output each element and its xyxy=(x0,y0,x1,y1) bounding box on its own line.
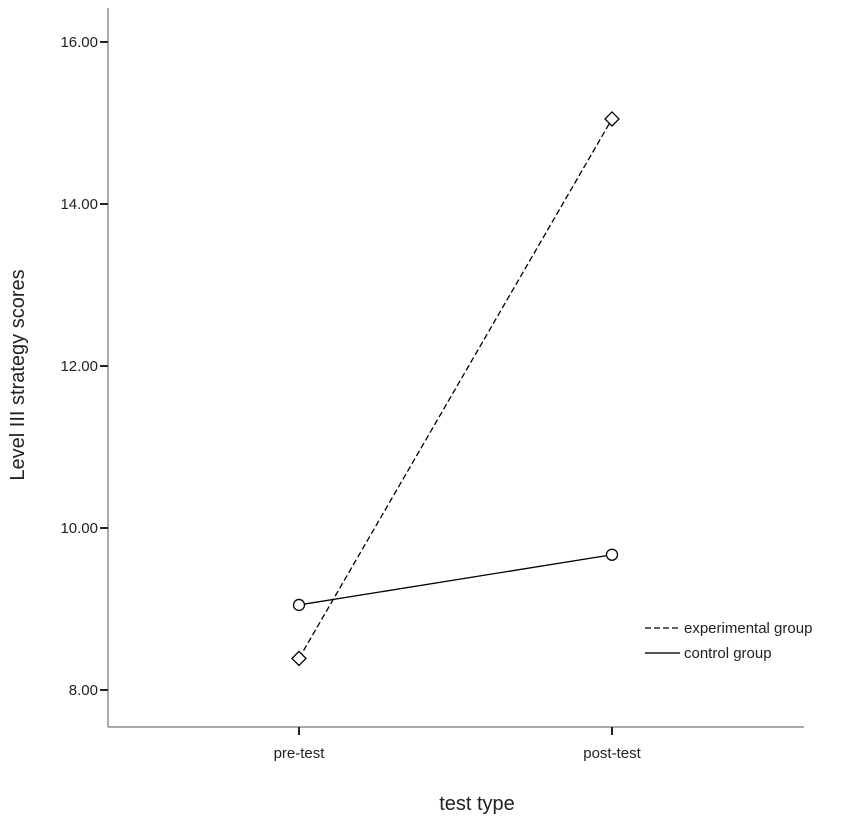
y-axis-title: Level III strategy scores xyxy=(7,269,29,480)
data-point-circle xyxy=(605,548,619,561)
y-axis-ticks: 8.00 10.00 12.00 14.00 16.00 xyxy=(60,34,108,699)
legend-label: experimental group xyxy=(684,620,812,637)
x-tick-label: pre-test xyxy=(274,745,326,762)
y-tick-label: 8.00 xyxy=(69,682,98,699)
y-tick-label: 10.00 xyxy=(60,520,98,537)
x-tick-label: post-test xyxy=(583,745,641,762)
series-line xyxy=(298,554,613,606)
series-line xyxy=(298,118,613,659)
x-axis-ticks: pre-test post-test xyxy=(274,727,642,762)
axes xyxy=(107,8,804,728)
data-point-diamond xyxy=(604,111,620,127)
y-tick-label: 14.00 xyxy=(60,196,98,213)
x-axis-title: test type xyxy=(439,793,515,815)
y-tick-label: 12.00 xyxy=(60,358,98,375)
series-layer xyxy=(291,111,620,667)
data-point-circle xyxy=(292,598,306,612)
legend-label: control group xyxy=(684,645,772,662)
legend: experimental group control group xyxy=(645,620,812,662)
data-point-diamond xyxy=(291,650,307,667)
y-tick-label: 16.00 xyxy=(60,34,98,51)
